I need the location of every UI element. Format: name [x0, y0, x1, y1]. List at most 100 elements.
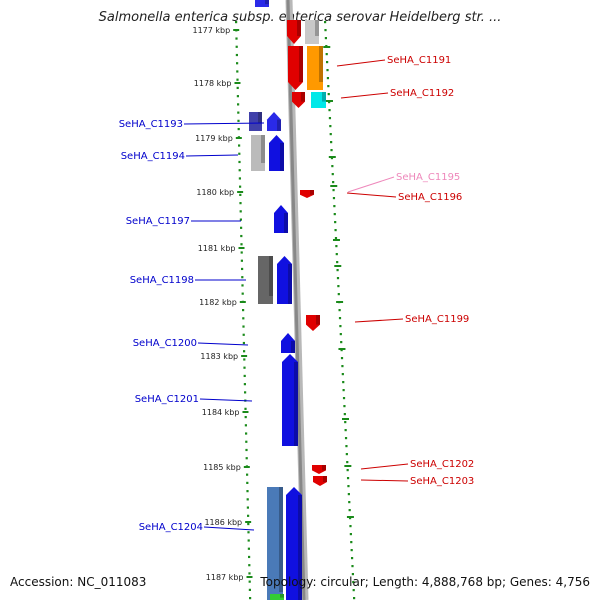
track-dot	[334, 221, 337, 224]
track-dot	[241, 292, 244, 295]
track-dot	[238, 144, 241, 147]
track-dot	[237, 119, 240, 122]
track-dot	[332, 181, 335, 184]
gene-c1193-purple[interactable]	[249, 112, 262, 131]
gene-c1203[interactable]	[313, 476, 327, 486]
gene-label-reverse[interactable]: SeHA_C1192	[390, 88, 454, 99]
gene-top-fragment-body	[255, 0, 269, 7]
gene-label-forward[interactable]: SeHA_C1197	[126, 216, 190, 227]
gene-c1193-purple-body	[249, 112, 262, 131]
track-dot	[237, 111, 240, 114]
track-dot	[349, 533, 352, 536]
track-dot	[243, 383, 246, 386]
gene-c1195-shade	[310, 190, 314, 195]
gene-c1198-grey[interactable]	[258, 256, 273, 304]
track-dot	[246, 498, 249, 501]
track-dot	[236, 95, 239, 98]
gene-label-reverse[interactable]: SeHA_C1191	[387, 55, 451, 66]
track-dot	[324, 21, 327, 24]
track-dot	[245, 448, 248, 452]
track-dot	[328, 101, 331, 104]
track-dot	[351, 565, 354, 568]
kbp-tick-label: 1178 kbp	[194, 79, 232, 88]
track-dot	[247, 531, 250, 534]
track-dot	[243, 374, 246, 378]
gene-c1199-shade	[316, 315, 320, 325]
gene-c1191[interactable]	[287, 20, 301, 44]
gene-c1194[interactable]	[269, 135, 284, 171]
track-dot	[350, 541, 353, 544]
gene-c1200[interactable]	[281, 333, 295, 353]
gene-c1204-steel-body	[267, 487, 283, 600]
gene-c1192-red[interactable]	[292, 92, 305, 108]
gene-c1198[interactable]	[277, 256, 292, 304]
accession-text: Accession: NC_011083	[10, 575, 147, 589]
track-dot	[237, 127, 240, 131]
gene-c1199[interactable]	[306, 315, 320, 331]
gene-c1192-red-body	[292, 92, 305, 108]
gene-c1194-grey[interactable]	[251, 135, 265, 171]
track-dot	[333, 213, 336, 216]
gene-label-forward[interactable]: SeHA_C1201	[135, 394, 199, 405]
track-dot	[324, 37, 328, 40]
gene-label-reverse[interactable]: SeHA_C1202	[410, 459, 474, 470]
kbp-tick-label: 1181 kbp	[198, 244, 236, 253]
kbp-tick-label: 1186 kbp	[204, 518, 242, 527]
gene-c1198-shade	[288, 264, 292, 304]
track-dot	[236, 62, 239, 65]
gene-label-reverse[interactable]: SeHA_C1203	[410, 476, 474, 487]
track-dot	[246, 506, 249, 509]
gene-grey-top[interactable]	[305, 20, 319, 44]
gene-c1201[interactable]	[282, 354, 298, 446]
gene-c1194-grey-shade	[261, 135, 265, 163]
track-dot	[235, 21, 238, 24]
track-dot	[332, 189, 335, 192]
gene-c1192-red-shade	[301, 92, 305, 102]
gene-top-fragment[interactable]	[255, 0, 269, 7]
gene-label-forward[interactable]: SeHA_C1194	[121, 151, 185, 162]
track-dot	[245, 440, 248, 443]
gene-grey-top-body	[305, 20, 319, 44]
gene-green-bottom-body	[270, 594, 284, 600]
track-dot	[344, 437, 348, 440]
track-dot	[326, 69, 329, 72]
gene-label-forward[interactable]: SeHA_C1200	[133, 338, 197, 349]
gene-c1204[interactable]	[286, 487, 302, 600]
gene-c1202[interactable]	[312, 465, 326, 474]
gene-grey-top-shade	[315, 20, 319, 36]
track-dot	[238, 169, 241, 172]
gene-c1193-purple-shade	[258, 112, 262, 124]
gene-c1203-shade	[323, 476, 327, 482]
gene-label-reverse[interactable]: SeHA_C1195	[396, 172, 460, 183]
gene-c1204-steel[interactable]	[267, 487, 283, 600]
gene-c1191b[interactable]	[288, 46, 303, 90]
gene-c1198-body	[277, 256, 292, 304]
track-dot	[242, 341, 245, 345]
track-dot	[346, 469, 349, 472]
gene-c1192-cyan[interactable]	[311, 92, 326, 108]
track-dot	[237, 103, 240, 106]
track-dot	[353, 597, 356, 600]
gene-label-forward[interactable]: SeHA_C1204	[139, 522, 203, 533]
kbp-tick-label: 1187 kbp	[206, 573, 244, 582]
gene-label-forward[interactable]: SeHA_C1193	[119, 119, 183, 130]
gene-c1193[interactable]	[267, 112, 281, 131]
gene-label-reverse[interactable]: SeHA_C1196	[398, 192, 462, 203]
gene-label-reverse[interactable]: SeHA_C1199	[405, 314, 469, 325]
gene-c1202-shade	[322, 465, 326, 471]
kbp-tick-label: 1182 kbp	[199, 298, 237, 307]
label-leader	[199, 398, 253, 402]
gene-c1197[interactable]	[274, 205, 288, 233]
gene-label-forward[interactable]: SeHA_C1198	[130, 275, 194, 286]
track-dot	[342, 389, 345, 392]
track-dot	[246, 473, 249, 476]
track-dot	[247, 539, 250, 542]
track-dot	[340, 357, 344, 360]
track-dot	[248, 564, 251, 567]
track-dot	[240, 226, 243, 229]
track-dot	[352, 581, 355, 584]
gene-c1195[interactable]	[300, 190, 314, 198]
gene-c1192a[interactable]	[307, 46, 323, 90]
gene-green-bottom[interactable]	[270, 594, 284, 600]
